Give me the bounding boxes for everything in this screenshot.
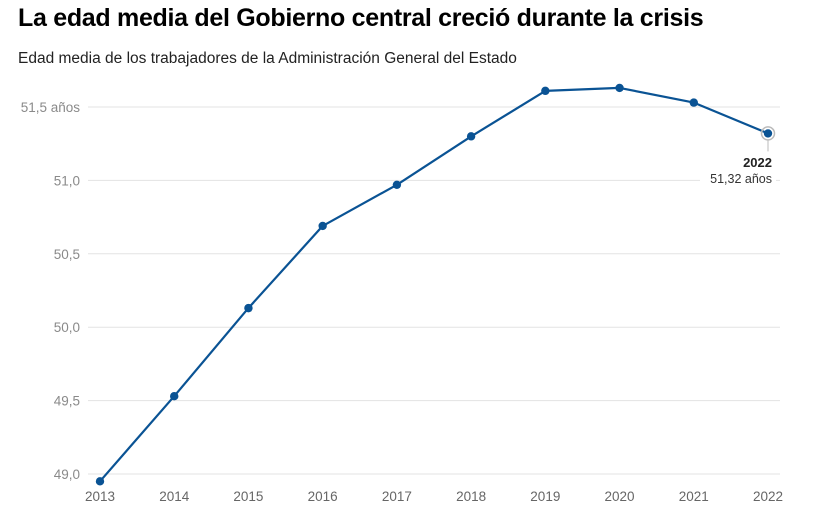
y-tick-label: 49,0 xyxy=(54,467,80,482)
data-point-2019[interactable] xyxy=(541,86,550,96)
data-point-2014[interactable] xyxy=(170,391,179,401)
data-point-2016[interactable] xyxy=(318,221,327,231)
y-tick-label: 49,5 xyxy=(54,394,80,409)
y-tick-label: 51,0 xyxy=(54,173,80,188)
data-point-2020[interactable] xyxy=(615,83,624,93)
data-point-2018[interactable] xyxy=(466,132,476,141)
data-point-2015[interactable] xyxy=(244,303,253,313)
chart-title: La edad media del Gobierno central creci… xyxy=(18,4,704,32)
y-tick-label: 50,5 xyxy=(54,247,80,262)
series-line xyxy=(99,86,769,483)
x-tick-label: 2015 xyxy=(233,489,263,504)
highlight-ring xyxy=(760,126,776,141)
data-point-2013[interactable] xyxy=(95,477,105,486)
annotation-year: 2022 xyxy=(743,155,772,170)
data-point-2021[interactable] xyxy=(689,98,698,107)
x-tick-label: 2022 xyxy=(753,489,783,504)
gridlines xyxy=(88,106,780,475)
y-axis: 49,0 49,5 50,0 50,5 51,0 51,5 años xyxy=(21,100,81,482)
x-tick-label: 2019 xyxy=(530,489,560,504)
x-tick-label: 2021 xyxy=(679,489,709,504)
chart-subtitle: Edad media de los trabajadores de la Adm… xyxy=(18,50,517,67)
annotation-background xyxy=(700,170,776,187)
data-point-2022[interactable] xyxy=(763,129,773,138)
x-axis: 2013 2014 2015 2016 2017 2018 2019 2020 2021 2022 xyxy=(85,489,783,504)
data-point-2017[interactable] xyxy=(392,180,402,190)
x-tick-label: 2013 xyxy=(85,489,115,504)
annotation-value: 51,32 años xyxy=(710,172,772,186)
series-points xyxy=(95,83,773,486)
annotation: 2022 51,32 años xyxy=(700,126,776,187)
series-lines xyxy=(99,86,769,483)
y-tick-label: 51,5 años xyxy=(21,100,81,115)
x-tick-label: 2020 xyxy=(605,489,635,504)
x-tick-label: 2014 xyxy=(159,489,190,504)
x-tick-label: 2016 xyxy=(308,489,338,504)
y-tick-label: 50,0 xyxy=(54,320,80,335)
x-tick-label: 2018 xyxy=(456,489,486,504)
x-tick-label: 2017 xyxy=(382,489,412,504)
